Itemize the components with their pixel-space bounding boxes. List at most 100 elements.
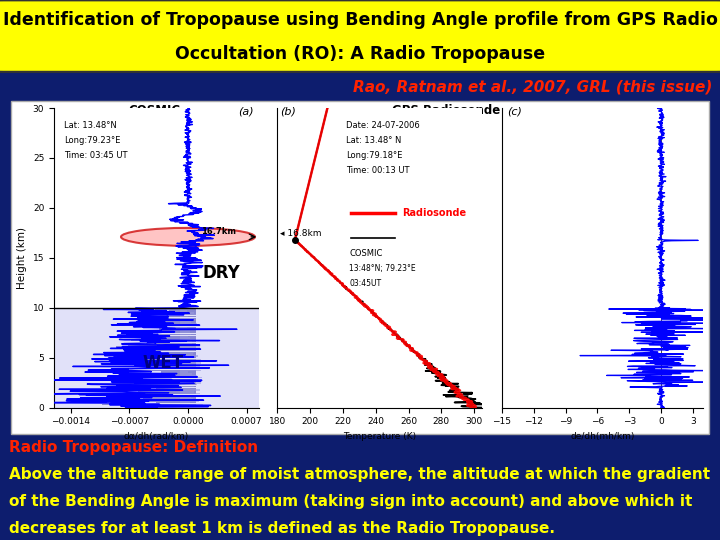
Bar: [154, 319, 197, 321]
Bar: [179, 395, 190, 396]
Text: Rao, Ratnam et al., 2007, GRL (this issue): Rao, Ratnam et al., 2007, GRL (this issu…: [354, 80, 713, 94]
X-axis label: dα/dh(rad/km): dα/dh(rad/km): [124, 432, 189, 441]
Bar: [127, 384, 197, 386]
Bar: [149, 373, 197, 375]
Bar: [179, 328, 189, 330]
Bar: [179, 355, 198, 356]
Bar: [179, 350, 195, 352]
Bar: [136, 406, 197, 407]
Radiosonde: [468, 404, 477, 411]
Bar: [120, 361, 197, 362]
Bar: [143, 399, 197, 400]
Text: Date: 24-07-2006: Date: 24-07-2006: [346, 121, 420, 130]
Bar: [179, 354, 193, 355]
Bar: [179, 321, 191, 322]
Bar: [179, 379, 198, 380]
Bar: [139, 312, 197, 314]
Bar: [162, 316, 197, 317]
X-axis label: Temperature (K): Temperature (K): [343, 432, 416, 441]
Bar: [179, 348, 199, 349]
Text: 03:45UT: 03:45UT: [349, 279, 382, 288]
COSMIC: [313, 146, 322, 153]
Bar: [133, 350, 197, 352]
Bar: [125, 323, 197, 325]
Bar: [179, 318, 194, 319]
Bar: [179, 389, 200, 391]
Bar: [179, 346, 199, 348]
Line: COSMIC: COSMIC: [295, 108, 487, 408]
Bar: [131, 314, 197, 315]
Bar: [179, 377, 202, 378]
Bar: [179, 380, 193, 382]
Ellipse shape: [121, 228, 255, 246]
Bar: [134, 364, 197, 366]
Bar: [146, 341, 197, 342]
Bar: [141, 318, 197, 319]
COSMIC: [294, 222, 302, 229]
Bar: [179, 335, 188, 337]
Text: WET: WET: [143, 354, 184, 372]
Text: Time: 00:13 UT: Time: 00:13 UT: [346, 166, 410, 175]
Bar: [179, 400, 199, 402]
Text: (b): (b): [281, 107, 297, 117]
Bar: [158, 328, 197, 330]
Bar: [131, 339, 197, 341]
Text: Lat: 13.48°N: Lat: 13.48°N: [64, 121, 117, 130]
Bar: [142, 380, 197, 382]
Text: Above the altitude range of moist atmosphere, the altitude at which the gradient: Above the altitude range of moist atmosp…: [9, 468, 710, 482]
Bar: [156, 388, 197, 389]
Bar: [179, 391, 194, 393]
Bar: [112, 382, 197, 383]
Bar: [163, 335, 197, 337]
Text: 13:48°N; 79.23°E: 13:48°N; 79.23°E: [349, 264, 416, 273]
Bar: [179, 361, 199, 362]
Bar: [112, 362, 197, 364]
Bar: [179, 375, 197, 376]
Text: Time: 03:45 UT: Time: 03:45 UT: [64, 151, 127, 160]
Text: COSMIC: COSMIC: [129, 104, 181, 117]
Bar: [179, 406, 195, 407]
Text: Occultation (RO): A Radio Tropopause: Occultation (RO): A Radio Tropopause: [175, 45, 545, 63]
Bar: [179, 372, 189, 373]
Bar: [179, 338, 189, 339]
Bar: [124, 379, 197, 380]
Text: COSMIC: COSMIC: [349, 249, 383, 258]
Bar: [179, 388, 189, 389]
Bar: [179, 330, 190, 332]
Bar: [125, 375, 197, 376]
Radiosonde: [313, 146, 322, 153]
Radiosonde: [294, 222, 302, 229]
X-axis label: de/dh(mh/km): de/dh(mh/km): [570, 432, 635, 441]
Text: Identification of Tropopause using Bending Angle profile from GPS Radio: Identification of Tropopause using Bendi…: [3, 11, 717, 29]
Bar: [156, 338, 197, 339]
Bar: [179, 366, 200, 367]
Bar: [179, 386, 194, 387]
Bar: [179, 341, 192, 342]
Bar: [168, 327, 197, 328]
Bar: [179, 402, 190, 403]
Bar: [179, 343, 192, 344]
Bar: [156, 402, 197, 403]
Bar: [168, 310, 197, 312]
Bar: [179, 316, 188, 317]
Bar: [179, 404, 203, 405]
Bar: [179, 339, 196, 341]
Bar: [156, 308, 197, 310]
Bar: [179, 327, 186, 328]
Bar: [179, 312, 194, 314]
Text: Long:79.18°E: Long:79.18°E: [346, 151, 402, 160]
Bar: [156, 332, 197, 333]
Bar: [116, 346, 197, 348]
Bar: [54, 308, 259, 408]
Bar: [179, 314, 196, 315]
Bar: [179, 369, 201, 371]
Bar: [179, 373, 192, 375]
Bar: [151, 321, 197, 322]
Bar: [179, 384, 197, 386]
Text: Lat: 13.48° N: Lat: 13.48° N: [346, 136, 402, 145]
Bar: [179, 396, 191, 398]
Text: ◂ 16.8km: ◂ 16.8km: [281, 229, 322, 238]
Text: DRY: DRY: [202, 264, 240, 282]
Bar: [179, 362, 201, 364]
Bar: [146, 357, 197, 359]
